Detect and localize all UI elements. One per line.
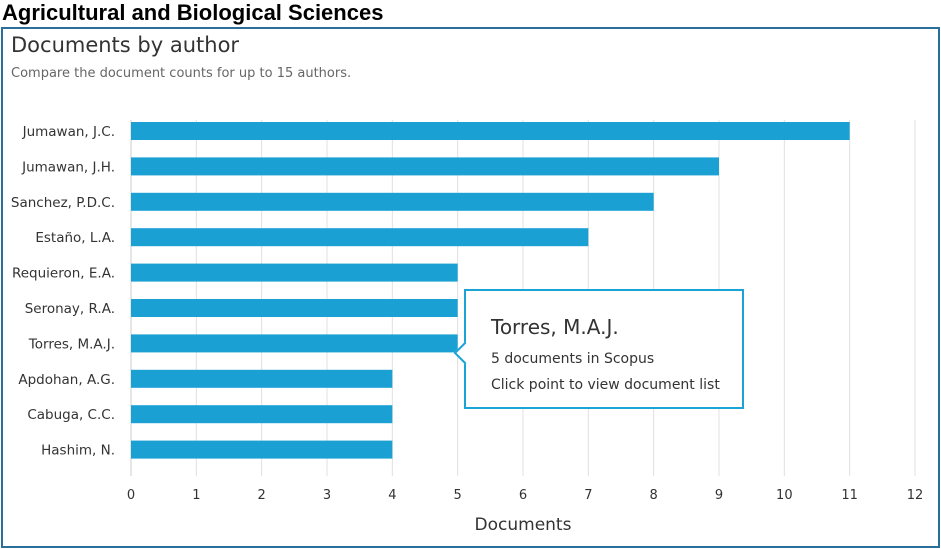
x-tick-label: 1 xyxy=(192,488,200,503)
x-tick-label: 4 xyxy=(388,488,396,503)
panel-title: Documents by author xyxy=(11,33,240,57)
tooltip-title: Torres, M.A.J. xyxy=(491,315,619,339)
x-tick-label: 3 xyxy=(323,488,331,503)
x-tick-label: 2 xyxy=(258,488,266,503)
page-heading: Agricultural and Biological Sciences xyxy=(2,0,384,25)
bar[interactable] xyxy=(131,369,393,388)
bar[interactable] xyxy=(131,405,393,424)
bar[interactable] xyxy=(131,440,393,459)
chart-tooltip: Torres, M.A.J. 5 documents in Scopus Cli… xyxy=(453,289,744,409)
x-tick-label: 6 xyxy=(519,488,527,503)
bar[interactable] xyxy=(131,157,719,176)
category-label: Requieron, E.A. xyxy=(12,266,115,282)
category-label: Sanchez, P.D.C. xyxy=(11,195,115,211)
category-label: Estaño, L.A. xyxy=(35,230,115,246)
bar[interactable] xyxy=(131,334,458,353)
x-tick-label: 9 xyxy=(715,488,723,503)
bar[interactable] xyxy=(131,228,589,247)
x-tick-label: 5 xyxy=(454,488,462,503)
category-label: Seronay, R.A. xyxy=(25,301,115,317)
tooltip-hint[interactable]: Click point to view document list xyxy=(491,377,720,393)
category-label: Hashim, N. xyxy=(41,443,115,459)
x-axis-label: Documents xyxy=(475,515,572,535)
panel-subtitle: Compare the document counts for up to 15… xyxy=(11,66,352,81)
bar[interactable] xyxy=(131,263,458,282)
x-tick-label: 0 xyxy=(127,488,135,503)
category-label: Cabuga, C.C. xyxy=(27,407,115,423)
chart-panel: Documents by author Compare the document… xyxy=(1,27,940,548)
bar[interactable] xyxy=(131,122,850,140)
x-tick-label: 12 xyxy=(907,488,924,503)
x-tick-label: 10 xyxy=(776,488,793,503)
x-tick-label: 7 xyxy=(584,488,592,503)
category-label: Torres, M.A.J. xyxy=(28,336,115,352)
bar[interactable] xyxy=(131,299,458,317)
category-label: Jumawan, J.C. xyxy=(22,124,115,140)
category-label: Apdohan, A.G. xyxy=(18,372,115,388)
bar[interactable] xyxy=(131,192,654,211)
x-tick-label: 11 xyxy=(841,488,858,503)
tooltip-document-count: 5 documents in Scopus xyxy=(491,351,655,367)
category-label: Jumawan, J.H. xyxy=(21,159,115,175)
x-tick-label: 8 xyxy=(650,488,658,503)
